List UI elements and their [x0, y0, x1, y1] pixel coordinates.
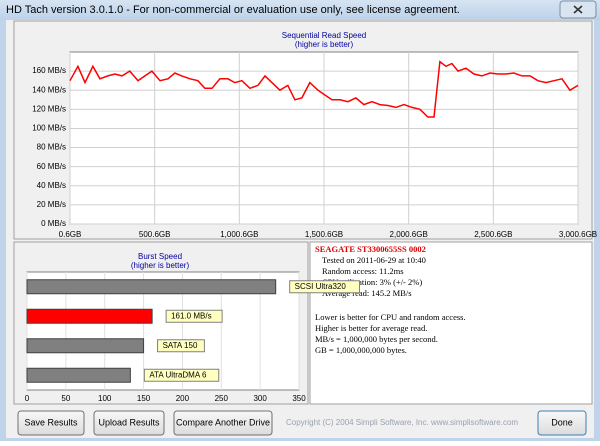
y-tick-label: 160 MB/s — [32, 66, 66, 75]
x-tick-label: 300 — [253, 394, 267, 403]
category-label: ATA UltraDMA 6 — [149, 370, 207, 379]
x-tick-label: 0 — [25, 394, 30, 403]
save-button[interactable] — [17, 410, 85, 436]
upload-button[interactable] — [93, 410, 165, 436]
drive-name: SEAGATE ST3300655SS 0002 — [315, 244, 426, 254]
copyright: Copyright (C) 2004 Simpli Software, Inc.… — [286, 418, 518, 427]
x-tick-label: 200 — [176, 394, 190, 403]
x-tick-label: 1,000.6GB — [220, 230, 258, 239]
x-tick-label: 350 — [292, 394, 306, 403]
label-box — [289, 280, 360, 294]
x-tick-label: 3,000.6GB — [559, 230, 597, 239]
compare-button[interactable] — [173, 410, 273, 436]
x-tick-label: 500.6GB — [139, 230, 171, 239]
drive-detail: Average read: 145.2 MB/s — [322, 288, 412, 298]
x-tick-label: 50 — [61, 394, 70, 403]
title-bar — [0, 0, 600, 20]
x-tick-label: 1,500.6GB — [305, 230, 343, 239]
bar — [26, 338, 145, 354]
x-tick-label: 250 — [215, 394, 229, 403]
done-button[interactable] — [537, 410, 587, 436]
y-tick-label: 0 MB/s — [41, 219, 66, 228]
label-box — [143, 368, 220, 382]
note: MB/s = 1,000,000 bytes per second. — [315, 334, 438, 344]
y-tick-label: 100 MB/s — [32, 124, 66, 133]
read-line — [69, 60, 579, 118]
bar — [26, 367, 131, 383]
button-label: Save Results — [24, 417, 78, 427]
drive-detail: Random access: 11.2ms — [322, 266, 404, 276]
read-subtitle: (higher is better) — [295, 40, 354, 49]
x-tick-label: 2,500.6GB — [474, 230, 512, 239]
burst-subtitle: (higher is better) — [131, 261, 190, 270]
note: GB = 1,000,000,000 bytes. — [315, 345, 407, 355]
y-tick-label: 140 MB/s — [32, 85, 66, 94]
read-title: Sequential Read Speed — [282, 31, 367, 40]
y-tick-label: 40 MB/s — [37, 181, 66, 190]
y-tick-label: 60 MB/s — [37, 162, 66, 171]
drive-detail: Tested on 2011-06-29 at 10:40 — [322, 255, 426, 265]
drive-detail: CPU utilization: 3% (+/- 2%) — [322, 277, 422, 287]
button-label: Upload Results — [98, 417, 160, 427]
label-box — [157, 339, 205, 353]
y-tick-label: 80 MB/s — [37, 143, 66, 152]
x-tick-label: 2,000.6GB — [390, 230, 428, 239]
y-tick-label: 20 MB/s — [37, 200, 66, 209]
value-label: 161.0 MB/s — [171, 311, 211, 320]
note: Lower is better for CPU and random acces… — [315, 312, 466, 322]
close-icon — [573, 5, 583, 14]
x-tick-label: 100 — [98, 394, 112, 403]
x-tick-label: 0.6GB — [59, 230, 82, 239]
bar — [26, 279, 277, 295]
category-label: SATA 150 — [163, 341, 198, 350]
label-box — [165, 309, 223, 323]
window-title: HD Tach version 3.0.1.0 - For non-commer… — [6, 4, 460, 16]
burst-title: Burst Speed — [138, 252, 182, 261]
x-tick-label: 150 — [137, 394, 151, 403]
button-label: Done — [551, 417, 573, 427]
bar — [26, 308, 153, 324]
button-label: Compare Another Drive — [176, 417, 270, 427]
category-label: SCSI Ultra320 — [295, 282, 347, 291]
note: Higher is better for average read. — [315, 323, 427, 333]
info-panel — [309, 241, 593, 405]
y-tick-label: 120 MB/s — [32, 104, 66, 113]
